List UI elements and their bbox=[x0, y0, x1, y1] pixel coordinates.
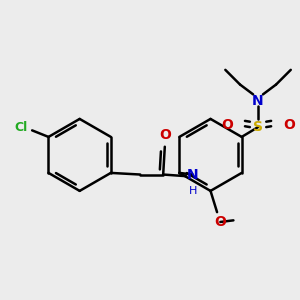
Text: S: S bbox=[253, 120, 263, 134]
Text: O: O bbox=[283, 118, 295, 133]
Text: N: N bbox=[187, 167, 198, 182]
Text: O: O bbox=[221, 118, 233, 133]
Text: Cl: Cl bbox=[14, 121, 27, 134]
Text: N: N bbox=[252, 94, 264, 108]
Text: O: O bbox=[159, 128, 171, 142]
Text: O: O bbox=[214, 215, 226, 229]
Text: H: H bbox=[188, 186, 197, 196]
